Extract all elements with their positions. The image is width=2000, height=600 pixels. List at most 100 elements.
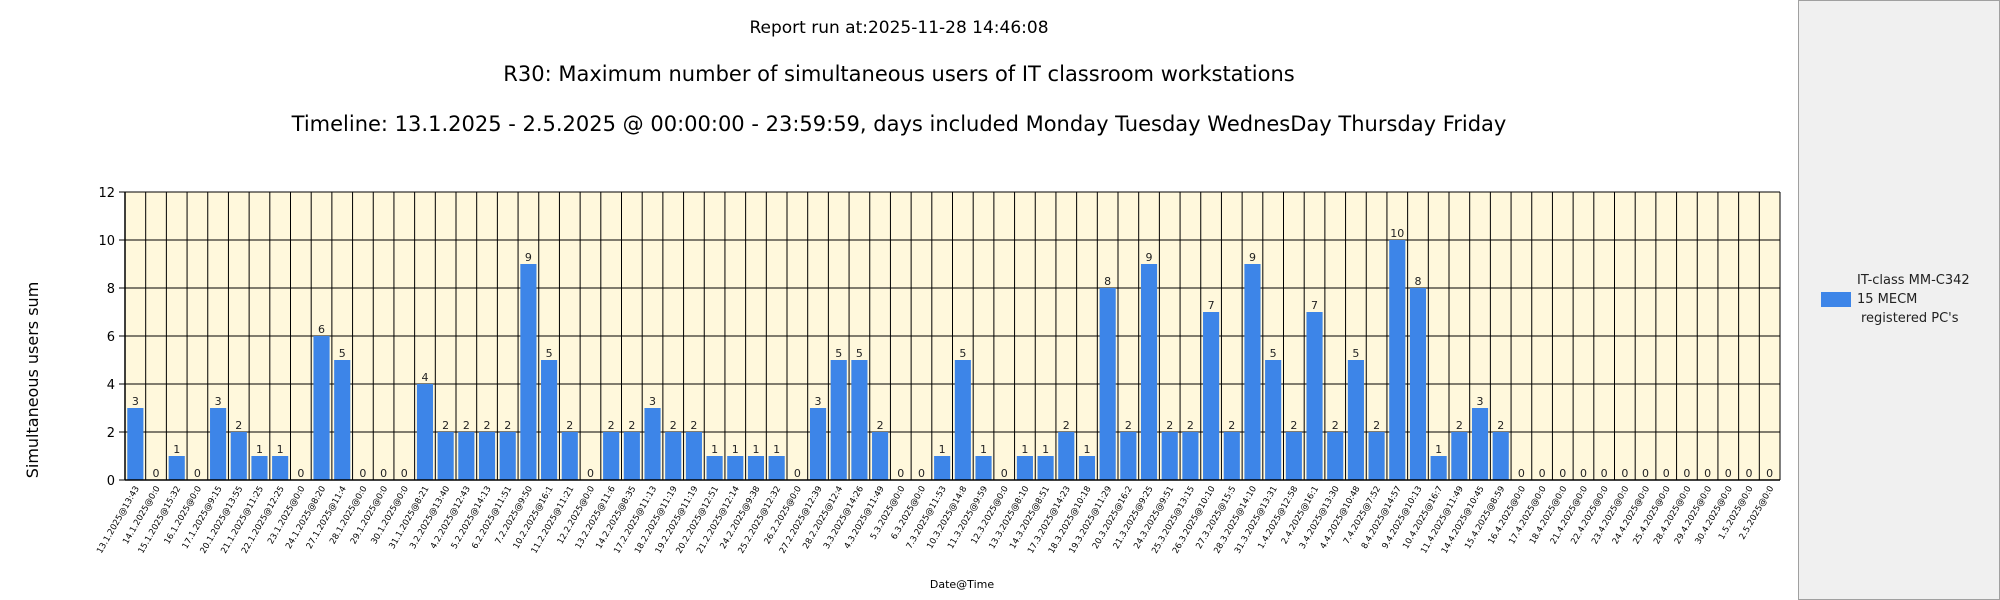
x-axis-tick-labels: 13.1.2025@13:4314.1.2025@0:015.1.2025@15… (95, 485, 1776, 556)
chart-subtitle: Timeline: 13.1.2025 - 2.5.2025 @ 00:00:0… (291, 112, 1507, 136)
bar (1140, 264, 1158, 480)
bar (1016, 456, 1033, 480)
bar-value-label: 10 (1390, 227, 1404, 240)
bar-value-label: 5 (339, 347, 346, 360)
y-tick-label: 0 (107, 474, 115, 489)
bar-value-label: 0 (1663, 467, 1670, 480)
bar (623, 432, 640, 480)
bar (1306, 312, 1323, 480)
bar (1492, 432, 1509, 480)
bar-value-label: 0 (297, 467, 304, 480)
bar-value-label: 2 (1166, 419, 1173, 432)
bar (975, 456, 992, 480)
bar (1430, 456, 1447, 480)
bar-value-label: 5 (959, 347, 966, 360)
bar-value-label: 5 (856, 347, 863, 360)
bar-value-label: 2 (463, 419, 470, 432)
bar-value-label: 1 (1435, 443, 1442, 456)
bar-value-label: 4 (421, 371, 428, 384)
bar (168, 456, 185, 480)
bar-value-label: 0 (1725, 467, 1732, 480)
bar-value-label: 1 (752, 443, 759, 456)
bar (934, 456, 951, 480)
bar (251, 456, 268, 480)
bar-value-label: 2 (690, 419, 697, 432)
bar-value-label: 0 (153, 467, 160, 480)
bar-value-label: 0 (1580, 467, 1587, 480)
bar (1223, 432, 1240, 480)
bar-value-label: 1 (773, 443, 780, 456)
bar (851, 360, 868, 480)
bar (1120, 432, 1137, 480)
bar (1471, 408, 1489, 480)
bar-value-label: 2 (1497, 419, 1504, 432)
bar (1389, 240, 1406, 480)
bar-value-label: 8 (1414, 275, 1421, 288)
bar-value-label: 0 (194, 467, 201, 480)
bar-value-label: 2 (1125, 419, 1132, 432)
bar-value-label: 1 (1083, 443, 1090, 456)
bar (872, 432, 889, 480)
bar-value-label: 0 (1539, 467, 1546, 480)
bar-value-label: 0 (380, 467, 387, 480)
bar-value-label: 5 (835, 347, 842, 360)
bar-value-label: 1 (939, 443, 946, 456)
chart-title: R30: Maximum number of simultaneous user… (503, 62, 1295, 86)
bar (561, 432, 578, 480)
bar-value-label: 0 (1001, 467, 1008, 480)
bar (1078, 456, 1096, 480)
bar-value-label: 1 (711, 443, 718, 456)
bar (1182, 432, 1199, 480)
bar (499, 432, 516, 480)
bar (665, 432, 682, 480)
bar (1327, 432, 1344, 480)
bar (1099, 288, 1116, 480)
bar-value-label: 2 (628, 419, 635, 432)
bar (478, 432, 496, 480)
bar-value-label: 0 (918, 467, 925, 480)
bar-value-label: 7 (1311, 299, 1318, 312)
bar (541, 360, 558, 480)
y-tick-label: 8 (107, 282, 115, 297)
y-tick-label: 2 (107, 426, 115, 441)
legend-label-line-1: IT-class MM-C342 (1857, 273, 1970, 288)
legend-panel: IT-class MM-C342 15 MECM registered PC's (1798, 0, 2000, 600)
bar-value-label: 2 (1332, 419, 1339, 432)
bar (727, 456, 744, 480)
bar-value-label: 2 (484, 419, 491, 432)
bar (1244, 264, 1261, 480)
bar (230, 432, 247, 480)
bar-value-label: 1 (277, 443, 284, 456)
bar (706, 456, 723, 480)
bar-value-label: 9 (1146, 251, 1153, 264)
bar-value-label: 0 (587, 467, 594, 480)
bar (272, 456, 289, 480)
bar (1409, 288, 1427, 480)
bar-value-label: 2 (1187, 419, 1194, 432)
bar (1037, 456, 1054, 480)
bar (313, 336, 330, 480)
bar-value-label: 2 (1456, 419, 1463, 432)
bar (809, 408, 827, 480)
bar-value-label: 3 (815, 395, 822, 408)
bar (768, 456, 785, 480)
bar (520, 264, 537, 480)
bar-value-label: 6 (318, 323, 325, 336)
bar-value-label: 2 (566, 419, 573, 432)
bar (644, 408, 661, 480)
bar (1451, 432, 1468, 480)
bar-value-label: 2 (504, 419, 511, 432)
bar-value-label: 0 (359, 467, 366, 480)
vertical-gridlines (124, 192, 1781, 480)
bar-value-label: 1 (256, 443, 263, 456)
bar (1203, 312, 1220, 480)
bar-value-label: 0 (897, 467, 904, 480)
bar-value-label: 2 (608, 419, 615, 432)
x-axis-title: Date@Time (930, 578, 994, 591)
bar (603, 432, 620, 480)
bar (334, 360, 351, 480)
y-tick-label: 4 (107, 378, 115, 393)
bar-value-label: 2 (1063, 419, 1070, 432)
